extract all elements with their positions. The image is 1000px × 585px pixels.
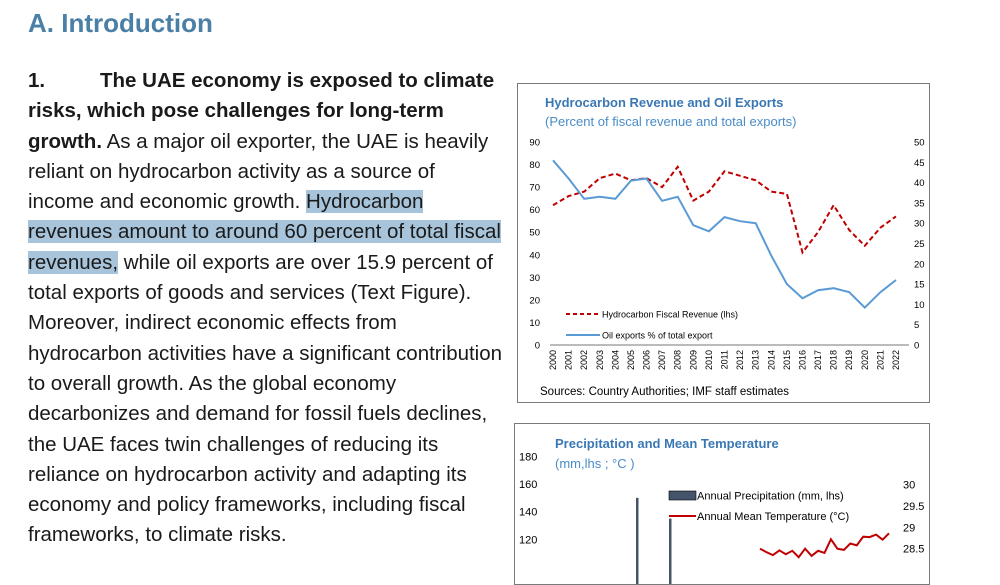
right-tick-label: 45 [914,158,925,169]
precipitation-bar [636,497,639,584]
chart-1-right-axis: 0 5 10 15 20 25 30 35 40 45 50 [914,138,925,352]
legend-label-precipitation: Annual Precipitation (mm, lhs) [697,491,844,503]
right-tick-label: 40 [914,178,925,189]
left-tick-label: 160 [519,479,537,491]
left-tick-label: 30 [529,273,540,284]
paragraph-number: 1. [28,69,46,92]
left-tick-label: 140 [519,507,537,519]
chart-2-subtitle: (mm,lhs ; °C ) [555,456,635,471]
x-tick-label: 2007 [657,350,667,370]
x-tick-label: 2008 [673,350,683,370]
legend-label-temperature: Annual Mean Temperature (°C) [697,511,849,523]
x-tick-label: 2011 [720,350,730,369]
chart-1-source: Sources: Country Authorities; IMF staff … [540,386,789,398]
x-tick-label: 2006 [642,350,652,370]
series-line-oil-exports [552,159,897,310]
left-tick-label: 0 [535,341,540,352]
chart-2-precipitation-bars [636,497,672,584]
left-tick-label: 10 [529,318,540,329]
x-tick-label: 2000 [548,350,558,370]
x-tick-label: 2012 [735,350,745,370]
left-tick-label: 60 [529,205,540,216]
x-tick-label: 2001 [564,350,574,370]
x-tick-label: 2020 [860,350,870,370]
left-tick-label: 80 [529,160,540,171]
chart-1-title: Hydrocarbon Revenue and Oil Exports [545,95,783,110]
chart-2-left-axis: 120 140 160 180 [519,451,537,546]
series-line-fiscal-revenue [552,164,897,255]
right-tick-label: 29.5 [903,501,924,513]
chart-2-right-axis: 28.5 29 29.5 30 [903,480,924,556]
right-tick-label: 29 [903,522,915,534]
right-tick-label: 28.5 [903,544,924,556]
x-tick-label: 2018 [829,350,839,370]
paragraph-1: 1. The UAE economy is exposed to climate … [28,66,503,551]
x-tick-label: 2016 [797,350,807,370]
chart-1-svg: Hydrocarbon Revenue and Oil Exports (Per… [529,95,925,398]
chart-1-frame: Hydrocarbon Revenue and Oil Exports (Per… [517,83,930,403]
chart-2-svg: Precipitation and Mean Temperature (mm,l… [519,436,924,584]
section-heading: A. Introduction [28,8,213,38]
left-tick-label: 180 [519,451,537,463]
chart-1-series [552,159,897,310]
right-tick-label: 10 [914,300,925,311]
left-tick-label: 70 [529,183,540,194]
left-tick-label: 120 [519,534,537,546]
paragraph-bold-lead: The UAE economy is exposed to climate ri… [28,69,495,153]
left-tick-label: 90 [529,138,540,149]
paragraph-text: As a major oil exporter, the UAE is heav… [28,129,489,214]
x-tick-label: 2005 [626,350,636,370]
x-tick-label: 2009 [688,350,698,370]
precipitation-bar [669,518,672,584]
chart-1-x-axis: 2000 2001 2002 2003 2004 2005 2006 2007 2008 2009… [548,350,901,370]
right-tick-label: 25 [914,239,925,250]
right-tick-label: 50 [914,138,925,149]
x-tick-label: 2010 [704,350,714,370]
legend-label-fiscal-revenue: Hydrocarbon Fiscal Revenue (lhs) [602,310,738,320]
x-tick-label: 2003 [595,350,605,370]
x-tick-label: 2021 [875,350,885,370]
x-tick-label: 2022 [891,350,901,370]
right-tick-label: 30 [914,219,925,230]
legend-swatch-precipitation [668,490,697,501]
chart-1-left-axis: 0 10 20 30 40 50 60 70 80 90 [529,138,540,352]
legend-label-oil-exports: Oil exports % of total export [602,331,713,341]
left-tick-label: 50 [529,228,540,239]
right-tick-label: 15 [914,280,925,291]
chart-2-frame: Precipitation and Mean Temperature (mm,l… [514,423,930,585]
x-tick-label: 2013 [751,350,761,370]
x-tick-label: 2015 [782,350,792,370]
right-tick-label: 35 [914,198,925,209]
x-tick-label: 2014 [766,350,776,370]
left-tick-label: 20 [529,295,540,306]
chart-2-temperature-line [759,532,890,559]
x-tick-label: 2004 [610,350,620,370]
temperature-series-line [759,532,890,559]
x-tick-label: 2019 [844,350,854,370]
right-tick-label: 5 [914,320,919,331]
left-tick-label: 40 [529,250,540,261]
right-tick-label: 20 [914,259,925,270]
chart-1-subtitle: (Percent of fiscal revenue and total exp… [545,114,796,129]
x-tick-label: 2017 [813,350,823,370]
x-tick-label: 2002 [579,350,589,370]
right-tick-label: 0 [914,341,919,352]
right-tick-label: 30 [903,480,915,492]
chart-2-title: Precipitation and Mean Temperature [555,436,779,451]
paragraph-text-continued: while oil exports are over 15.9 percent … [28,250,503,547]
